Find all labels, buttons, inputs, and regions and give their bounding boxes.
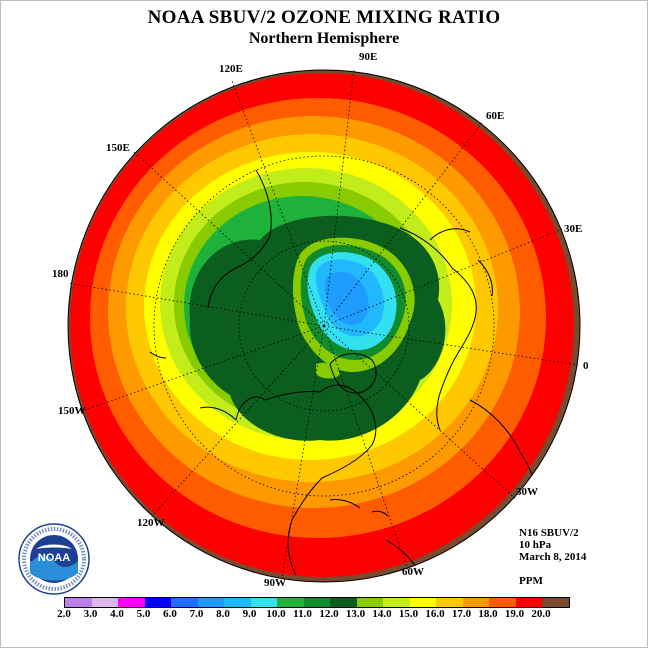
logo-text: NOAA <box>38 552 70 564</box>
coastlines <box>149 169 538 576</box>
parallel-60n <box>238 240 410 412</box>
colorbar-tick-label: 19.0 <box>504 608 525 620</box>
colorbar-tick-label: 20.0 <box>531 608 551 620</box>
lon-label-90w: 90W <box>264 577 286 589</box>
colorbar-tick-label: 17.0 <box>451 608 472 620</box>
colorbar-tick-label: 18.0 <box>478 608 498 620</box>
colorbar-swatch <box>356 598 383 607</box>
pressure-level-label: 10 hPa <box>519 539 552 551</box>
lon-label-180: 180 <box>52 268 69 280</box>
colorbar-swatch <box>330 598 357 607</box>
meridian-90e <box>323 69 355 327</box>
colorbar-tick-label: 4.0 <box>110 608 124 620</box>
map-subtitle: Northern Hemisphere <box>248 30 400 47</box>
instrument-label: N16 SBUV/2 <box>519 527 579 539</box>
colorbar-tick-label: 2.0 <box>57 608 71 620</box>
colorbar-swatch <box>277 598 304 607</box>
colorbar-tick-label: 13.0 <box>345 608 366 620</box>
parallel-30n <box>153 155 495 497</box>
lon-label-0: 0 <box>583 360 589 372</box>
colorbar-tick-label: 14.0 <box>372 608 392 620</box>
colorbar-tick-label: 6.0 <box>163 608 177 620</box>
coast-asia-east <box>207 169 272 309</box>
colorbar-swatch <box>224 598 251 607</box>
date-label: March 8, 2014 <box>519 551 587 563</box>
meridian-90w <box>281 325 325 579</box>
coast-greenland <box>329 353 377 394</box>
lon-label-30e: 30E <box>564 223 583 235</box>
lon-label-120w: 120W <box>137 517 165 529</box>
coast-caribbean <box>329 499 389 517</box>
colorbar-swatch <box>489 598 516 607</box>
colorbar-swatch <box>409 598 436 607</box>
noaa-logo: NOAA <box>18 523 90 595</box>
lon-label-60e: 60E <box>486 110 505 122</box>
coast-alaska <box>149 351 237 421</box>
colorbar-tick-label: 16.0 <box>425 608 445 620</box>
colorbar-tick-label: 10.0 <box>266 608 286 620</box>
meridian-120w <box>151 325 325 517</box>
lon-label-150w: 150W <box>58 405 86 417</box>
colorbar-tick-label: 7.0 <box>189 608 204 620</box>
map-boundary <box>67 69 581 583</box>
graticule <box>67 69 579 579</box>
colorbar-swatch <box>542 598 569 607</box>
meridian-0 <box>323 325 579 366</box>
lon-label-90e: 90E <box>359 51 378 63</box>
colorbar <box>64 597 570 608</box>
meridian-60w <box>323 325 409 572</box>
colorbar-swatch <box>250 598 277 607</box>
colorbar-tick-label: 15.0 <box>398 608 419 620</box>
meridian-180 <box>67 282 325 327</box>
colorbar-swatch <box>65 598 92 607</box>
colorbar-tick-label: 12.0 <box>319 608 339 620</box>
lon-label-150e: 150E <box>106 142 130 154</box>
colorbar-tick-label: 3.0 <box>83 608 98 620</box>
colorbar-swatch <box>462 598 489 607</box>
meridian-60e <box>323 122 483 327</box>
lime-patch <box>316 362 340 379</box>
lon-label-120e: 120E <box>219 63 243 75</box>
lon-label-60w: 60W <box>402 566 424 578</box>
colorbar-swatch <box>118 598 145 607</box>
colorbar-swatch <box>144 598 171 607</box>
colorbar-tick-label: 11.0 <box>293 608 312 620</box>
colorbar-swatch <box>171 598 198 607</box>
colorbar-tick-label: 8.0 <box>216 608 230 620</box>
colorbar-swatch <box>197 598 224 607</box>
coast-north-america <box>235 384 377 576</box>
coast-eurasia <box>399 227 477 431</box>
colorbar-tick-label: 5.0 <box>136 608 151 620</box>
meridian-30w <box>323 325 517 500</box>
units-label: PPM <box>519 575 543 587</box>
meridian-150e <box>133 151 325 327</box>
colorbar-swatch <box>436 598 463 607</box>
map-title: NOAA SBUV/2 OZONE MIXING RATIO <box>147 7 501 28</box>
meridian-30e <box>323 228 563 327</box>
colorbar-swatch <box>303 598 330 607</box>
colorbar-swatch <box>515 598 542 607</box>
colorbar-swatch <box>383 598 410 607</box>
colorbar-tick-label: 9.0 <box>242 608 257 620</box>
meridian-150w <box>81 325 325 412</box>
colorbar-swatch <box>91 598 118 607</box>
lon-label-30w: 30W <box>516 486 538 498</box>
